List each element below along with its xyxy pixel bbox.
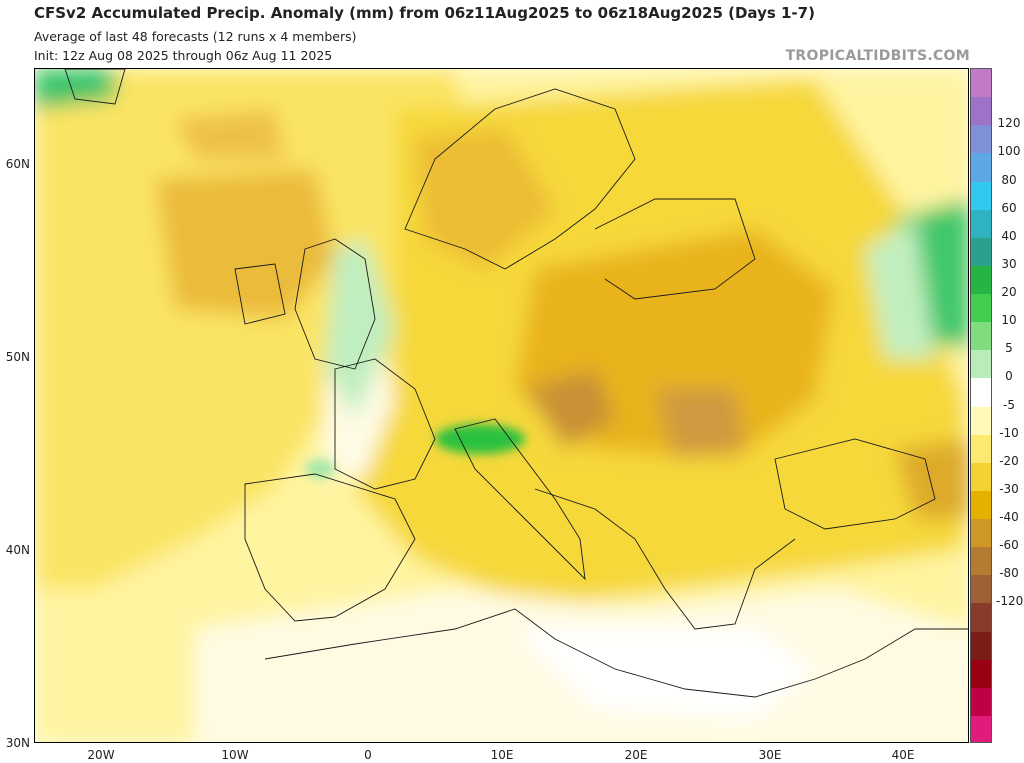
colorbar-segment — [971, 237, 991, 266]
colorbar-segment — [971, 378, 991, 407]
colorbar-segment — [971, 687, 991, 716]
colorbar-label: 5 — [1005, 341, 1013, 356]
scandinavia-coast — [404, 88, 636, 270]
lon-label-30e: 30E — [758, 748, 782, 762]
lon-label-10w: 10W — [221, 748, 249, 762]
colorbar-segment — [971, 125, 991, 154]
balkan-coast — [534, 488, 796, 630]
colorbar-segment — [971, 575, 991, 604]
colorbar-segment — [971, 490, 991, 519]
lon-label-20w: 20W — [87, 748, 115, 762]
map-subtitle-init: Init: 12z Aug 08 2025 through 06z Aug 11… — [34, 48, 333, 63]
colorbar-segment — [971, 97, 991, 126]
map-canvas — [35, 69, 968, 742]
colorbar-segment — [971, 153, 991, 182]
colorbar-label: -10 — [999, 425, 1019, 440]
colorbar-label: -40 — [999, 510, 1019, 524]
lat-label-50n: 50N — [5, 350, 30, 364]
colorbar-segment — [971, 603, 991, 632]
lat-label-60n: 60N — [5, 157, 30, 171]
colorbar-segment — [971, 265, 991, 294]
colorbar-label: 0 — [1005, 369, 1013, 384]
italy-coast — [454, 418, 586, 581]
lon-label-0: 0 — [364, 748, 372, 762]
arctic-orange — [175, 109, 285, 159]
balkan-brown-core — [525, 369, 615, 449]
black-sea-coast — [774, 438, 936, 530]
colorbar-segment — [971, 181, 991, 210]
colorbar-label: 60 — [1001, 200, 1017, 215]
north-atlantic-orange — [155, 169, 335, 319]
colorbar-segment — [971, 462, 991, 491]
colorbar-label: -120 — [996, 594, 1024, 609]
colorbar — [970, 68, 992, 743]
colorbar-label: 20 — [1001, 285, 1017, 299]
colorbar-segment — [971, 434, 991, 463]
colorbar-segment — [971, 322, 991, 351]
colorbar-label: 10 — [1001, 313, 1017, 328]
coastlines — [64, 69, 968, 698]
colorbar-label: 40 — [1001, 228, 1017, 243]
baltic-coast — [594, 198, 756, 300]
africa-coast — [264, 608, 968, 698]
lon-label-20e: 20E — [624, 748, 648, 762]
arctic-green — [35, 69, 115, 109]
colorbar-label: 80 — [1001, 172, 1017, 187]
ireland-coast — [234, 263, 286, 325]
britain-green-band — [325, 239, 395, 419]
colorbar-label: 30 — [1001, 256, 1017, 271]
colorbar-label: -80 — [999, 566, 1019, 581]
colorbar-segment — [971, 209, 991, 238]
colorbar-segment — [971, 631, 991, 660]
colorbar-segment — [971, 350, 991, 379]
alps-green-anomaly — [435, 424, 525, 454]
map-title: CFSv2 Accumulated Precip. Anomaly (mm) f… — [34, 4, 815, 22]
france-coast — [334, 358, 436, 490]
lon-label-10e: 10E — [490, 748, 514, 762]
lon-label-40e: 40E — [891, 748, 915, 762]
colorbar-label: 120 — [997, 116, 1021, 131]
colorbar-label: -60 — [999, 538, 1019, 553]
colorbar-label: -5 — [1003, 397, 1015, 412]
black-sea-orange — [895, 439, 968, 519]
brand-watermark: TROPICALTIDBITS.COM — [785, 48, 970, 64]
colorbar-segment — [971, 547, 991, 576]
colorbar-segment — [971, 294, 991, 323]
norway-orange — [415, 129, 555, 269]
colorbar-segment — [971, 519, 991, 548]
russia-light-green — [865, 219, 935, 359]
colorbar-segment — [971, 406, 991, 435]
colorbar-segment — [971, 715, 991, 742]
iceland-coast — [64, 69, 126, 105]
colorbar-segment — [971, 659, 991, 688]
romania-brown-core — [655, 389, 745, 459]
precip-anomaly-map — [34, 68, 969, 743]
atlantic-yellow-region — [35, 69, 475, 589]
colorbar-label: 100 — [997, 144, 1021, 159]
iberia-coast — [244, 473, 416, 622]
lat-label-30n: 30N — [5, 736, 30, 750]
map-subtitle-ensemble: Average of last 48 forecasts (12 runs x … — [34, 29, 357, 44]
britain-coast — [294, 238, 376, 370]
colorbar-segment — [971, 69, 991, 98]
lat-label-40n: 40N — [5, 543, 30, 557]
mediterranean-neutral — [515, 629, 815, 719]
colorbar-label: -20 — [999, 453, 1019, 468]
colorbar-label: -30 — [999, 481, 1019, 496]
